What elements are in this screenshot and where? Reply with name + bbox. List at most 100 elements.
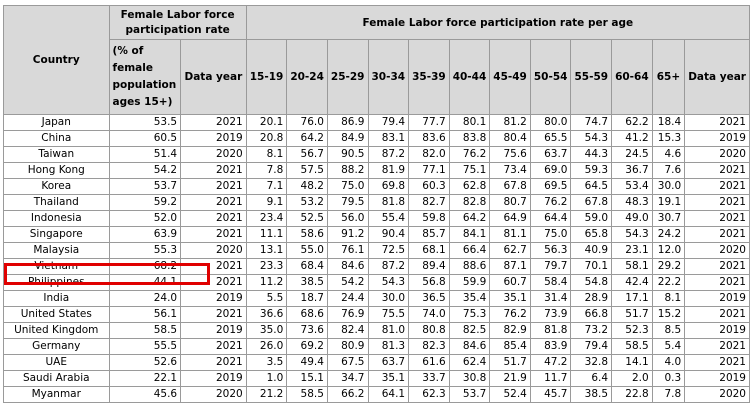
table-cell: 15.3 xyxy=(651,130,686,147)
table-cell: 79.4 xyxy=(367,114,410,131)
table-cell: 69.0 xyxy=(529,162,572,179)
table-cell: 75.3 xyxy=(448,306,491,323)
table-cell: 55.0 xyxy=(286,242,328,259)
table-cell: 81.8 xyxy=(367,194,410,211)
table-cell: 79.4 xyxy=(570,338,613,355)
table-cell: 6.4 xyxy=(570,370,613,387)
table-cell: 8.1 xyxy=(651,290,686,307)
table-cell: 81.2 xyxy=(489,114,531,131)
table-cell: 82.7 xyxy=(408,194,450,211)
table-cell: 83.6 xyxy=(408,130,450,147)
table-cell: 45.6 xyxy=(108,386,182,403)
table-cell: 69.8 xyxy=(367,178,410,195)
table-cell: 88.2 xyxy=(326,162,369,179)
table-cell: 64.9 xyxy=(489,210,531,227)
table-cell: 19.1 xyxy=(651,194,686,211)
table-cell: 22.2 xyxy=(651,274,686,291)
table-cell: 76.1 xyxy=(326,242,369,259)
table-cell: 83.9 xyxy=(529,338,572,355)
header-cell: 15-19 xyxy=(245,39,288,115)
table-cell: 68.4 xyxy=(286,258,328,275)
table-cell: 33.7 xyxy=(408,370,450,387)
table-cell: 29.2 xyxy=(651,258,686,275)
table-cell: 2021 xyxy=(180,210,247,227)
table-cell: 67.5 xyxy=(326,354,369,371)
table-cell: 90.4 xyxy=(367,226,410,243)
table-cell: 24.5 xyxy=(611,146,653,163)
table-cell: 62.8 xyxy=(448,178,491,195)
table-cell: 2019 xyxy=(180,370,247,387)
table-cell: 2021 xyxy=(180,226,247,243)
table-cell: 45.7 xyxy=(529,386,572,403)
table-cell: 59.0 xyxy=(570,210,613,227)
table-cell: 61.6 xyxy=(408,354,450,371)
table-cell: Indonesia xyxy=(3,210,110,227)
table-cell: 26.0 xyxy=(245,338,288,355)
table-cell: 2021 xyxy=(180,114,247,131)
table-cell: 53.4 xyxy=(611,178,653,195)
table-cell: 30.0 xyxy=(651,178,686,195)
header-cell: 50-54 xyxy=(529,39,572,115)
table-cell: China xyxy=(3,130,110,147)
table-cell: 2.0 xyxy=(611,370,653,387)
header-cell: 35-39 xyxy=(408,39,450,115)
table-cell: 9.1 xyxy=(245,194,288,211)
table-cell: 75.1 xyxy=(448,162,491,179)
table-cell: 81.3 xyxy=(367,338,410,355)
header-cell: Country xyxy=(3,5,110,115)
table-cell: 54.2 xyxy=(326,274,369,291)
table-cell: 35.1 xyxy=(489,290,531,307)
table-cell: 2019 xyxy=(180,322,247,339)
table-cell: 4.0 xyxy=(651,354,686,371)
table-cell: 82.5 xyxy=(448,322,491,339)
table-cell: 4.6 xyxy=(651,146,686,163)
table-cell: 72.5 xyxy=(367,242,410,259)
table-cell: 55.3 xyxy=(108,242,182,259)
table-cell: 91.2 xyxy=(326,226,369,243)
table-cell: 79.5 xyxy=(326,194,369,211)
header-cell: 30-34 xyxy=(367,39,410,115)
table-cell: 2021 xyxy=(684,178,750,195)
table-cell: 80.0 xyxy=(529,114,572,131)
table-cell: 5.4 xyxy=(651,338,686,355)
table-row: Japan 53.5 2021 20.1 76.0 86.9 79.4 77.7 80.1 81.… xyxy=(3,114,750,131)
table-cell: UAE xyxy=(3,354,110,371)
table-cell: 80.1 xyxy=(448,114,491,131)
table-cell: 68.6 xyxy=(286,306,328,323)
table-cell: Taiwan xyxy=(3,146,110,163)
table-cell: 2021 xyxy=(180,162,247,179)
table-cell: 55.5 xyxy=(108,338,182,355)
table-cell: 60.3 xyxy=(408,178,450,195)
table-cell: 83.1 xyxy=(367,130,410,147)
header-cell: 55-59 xyxy=(570,39,613,115)
table-cell: 5.5 xyxy=(245,290,288,307)
table-cell: 75.5 xyxy=(367,306,410,323)
table-cell: 48.3 xyxy=(611,194,653,211)
table-cell: 56.8 xyxy=(408,274,450,291)
table-cell: 83.8 xyxy=(448,130,491,147)
table-cell: 24.0 xyxy=(108,290,182,307)
table-cell: Singapore xyxy=(3,226,110,243)
table-cell: 56.1 xyxy=(108,306,182,323)
table-cell: 84.9 xyxy=(326,130,369,147)
table-cell: 70.1 xyxy=(570,258,613,275)
table-cell: 2021 xyxy=(180,306,247,323)
table-cell: 89.4 xyxy=(408,258,450,275)
table-cell: 77.1 xyxy=(408,162,450,179)
table-cell: 7.1 xyxy=(245,178,288,195)
table-cell: 52.5 xyxy=(286,210,328,227)
table-cell: 2020 xyxy=(684,146,750,163)
table-row: Myanmar 45.6 2020 21.2 58.5 66.2 64.1 62.3 53.7 5… xyxy=(3,386,750,403)
table-cell: 64.2 xyxy=(286,130,328,147)
table-cell: Korea xyxy=(3,178,110,195)
table-cell: 56.7 xyxy=(286,146,328,163)
highlight-box xyxy=(4,263,210,285)
table-cell: 48.2 xyxy=(286,178,328,195)
table-cell: 32.8 xyxy=(570,354,613,371)
table-cell: 52.6 xyxy=(108,354,182,371)
table-cell: 12.0 xyxy=(651,242,686,259)
table-cell: 2021 xyxy=(684,274,750,291)
table-cell: 20.1 xyxy=(245,114,288,131)
table-cell: 82.8 xyxy=(448,194,491,211)
table-cell: 73.6 xyxy=(286,322,328,339)
